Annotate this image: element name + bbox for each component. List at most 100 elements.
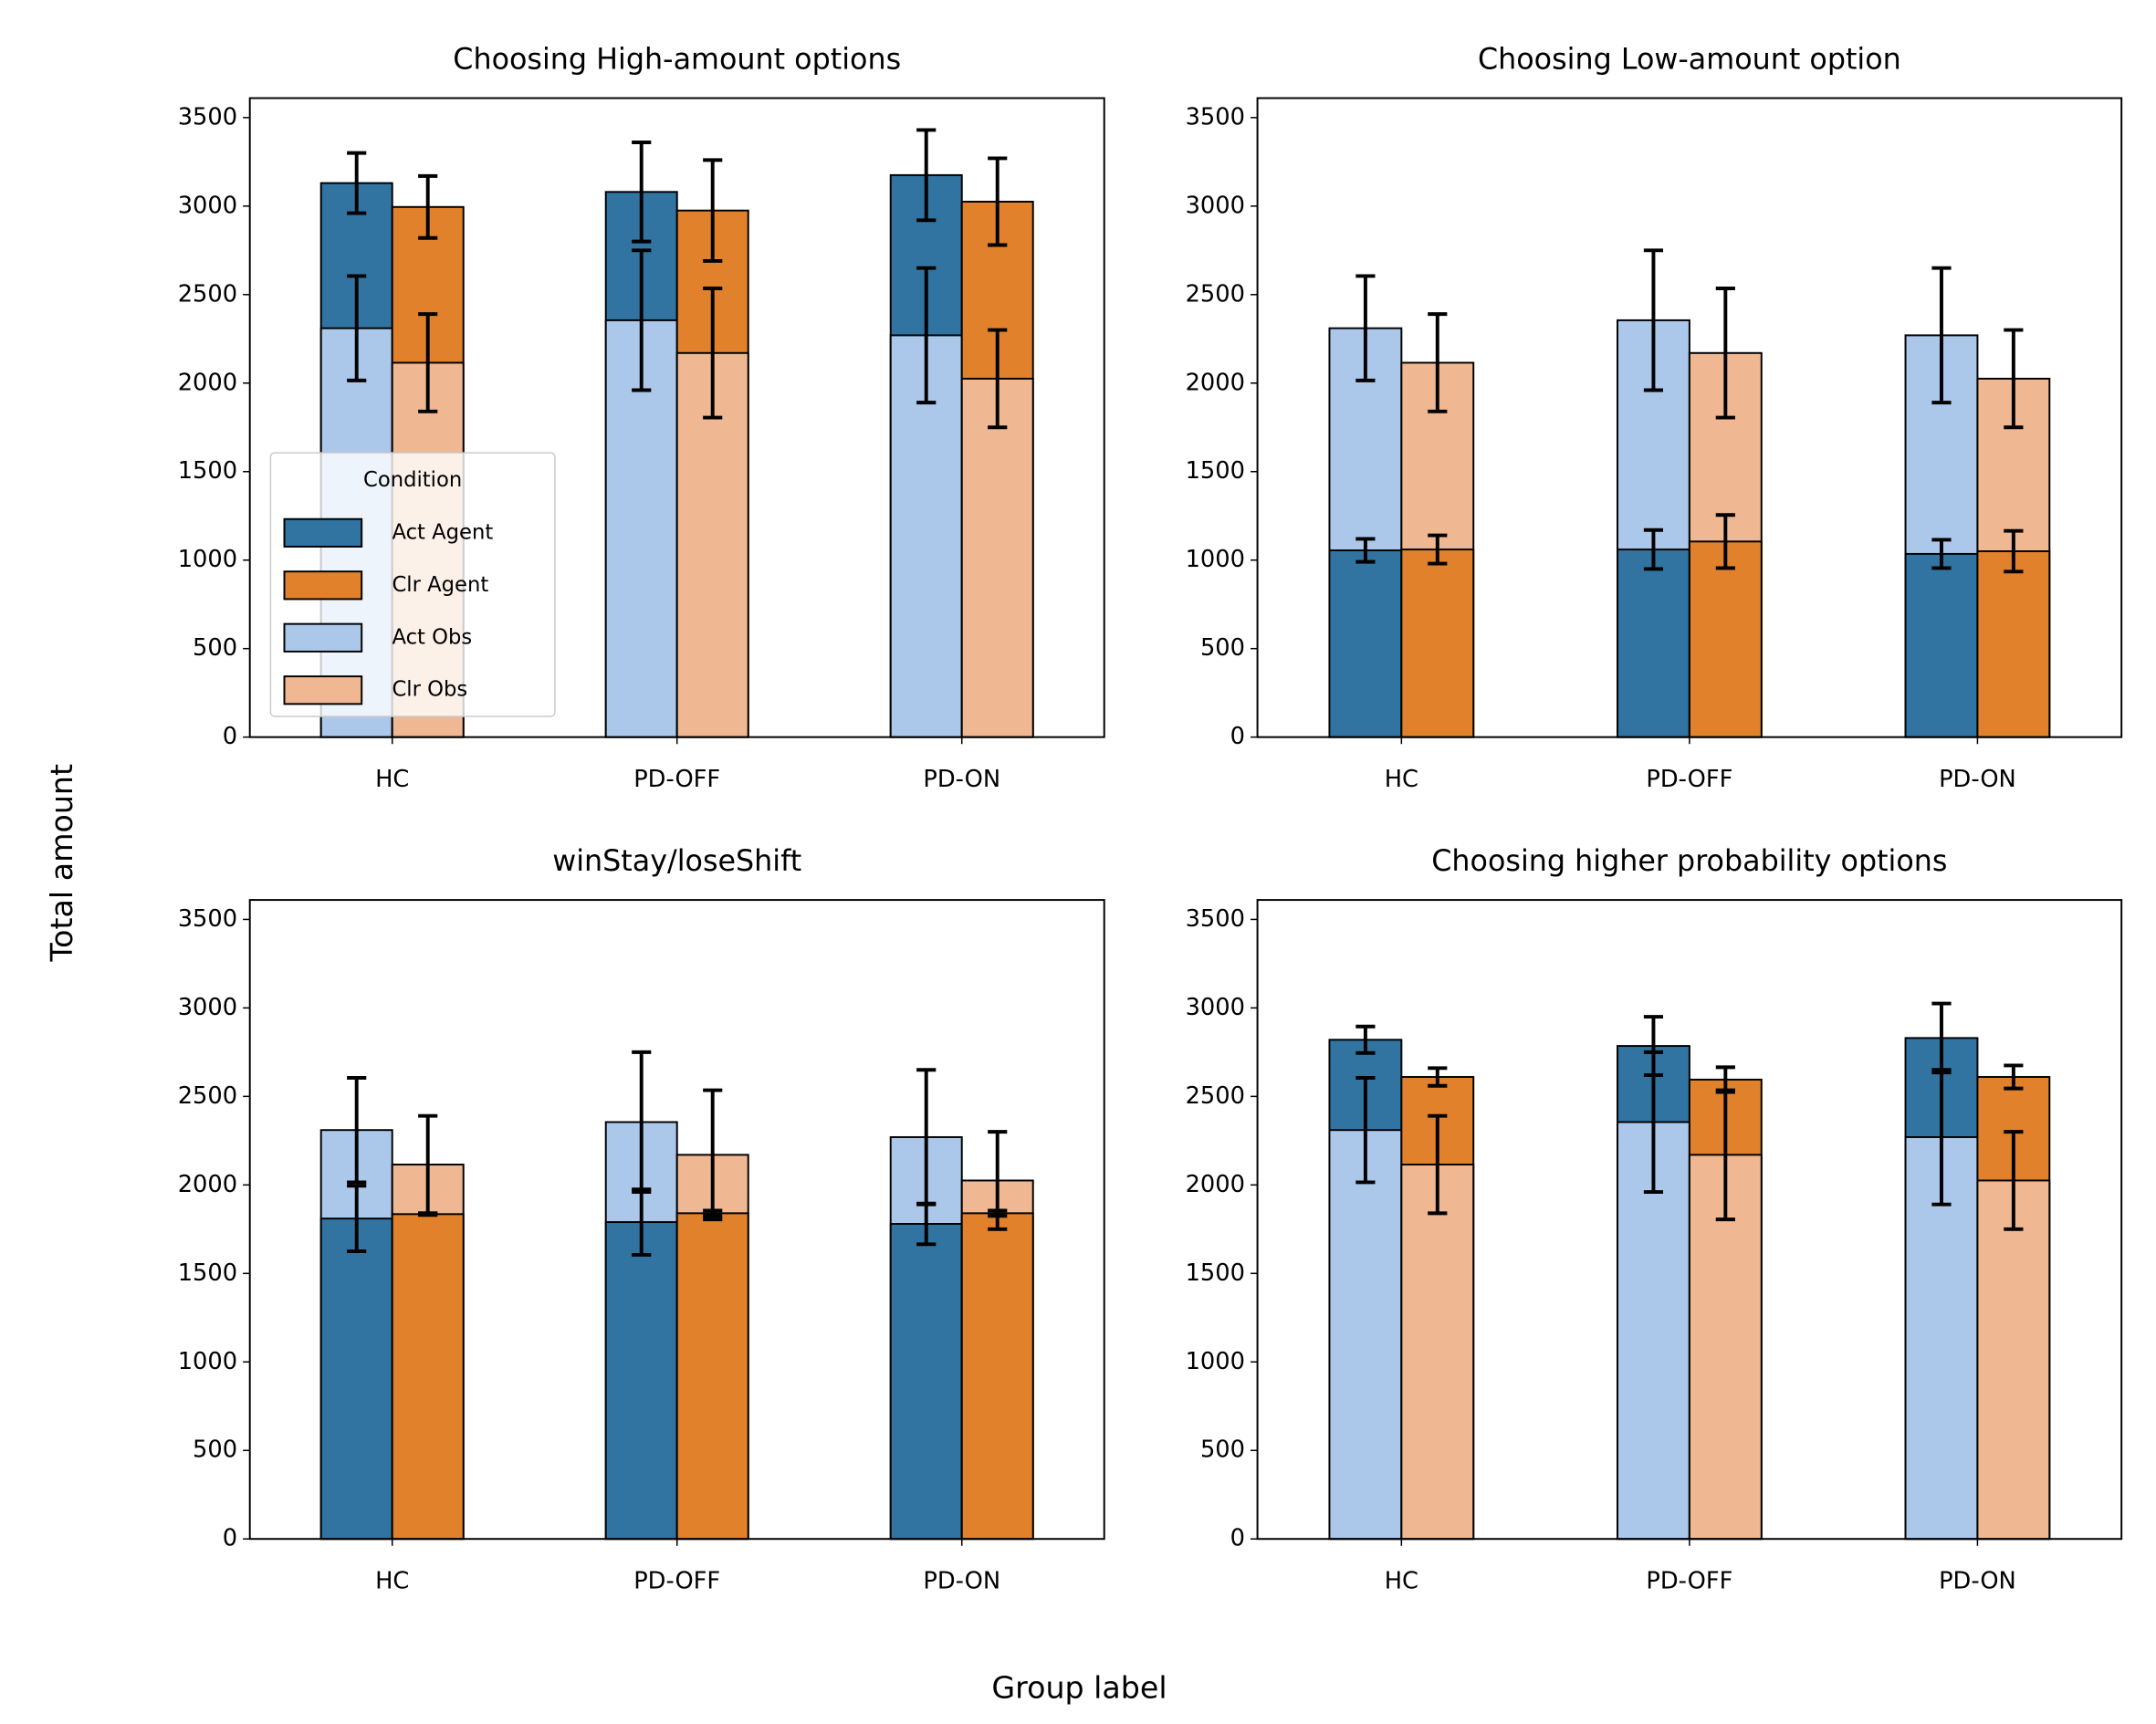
y-axis-label: Total amount — [44, 764, 79, 963]
error-bar — [1931, 1068, 1952, 1207]
y-tick-label: 1500 — [1186, 457, 1245, 485]
axes-frame — [248, 899, 1105, 1541]
y-tick-label: 3500 — [1186, 103, 1245, 131]
x-tick-label: PD-ON — [923, 766, 1000, 793]
error-bar — [916, 266, 937, 405]
y-tick-label: 500 — [193, 634, 237, 662]
bar — [889, 1223, 963, 1541]
error-bar — [2004, 328, 2024, 430]
error-bar — [1715, 513, 1735, 570]
axes-frame — [1256, 899, 2123, 1541]
bar — [1617, 549, 1690, 738]
legend-label: Act Agent — [392, 520, 493, 544]
bar — [1400, 549, 1475, 738]
y-tick-label: 500 — [1200, 1437, 1245, 1464]
y-tick-label: 2000 — [178, 369, 237, 396]
x-tick-label: HC — [1385, 1568, 1418, 1595]
error-bar — [2004, 528, 2024, 574]
legend-swatch — [283, 622, 363, 653]
error-bar — [1355, 537, 1376, 564]
y-tick-label: 1000 — [178, 1348, 237, 1375]
x-tick-label: PD-ON — [1939, 1568, 2016, 1595]
error-bar — [1715, 287, 1735, 420]
y-tick-label: 0 — [1230, 1525, 1245, 1552]
error-bar — [632, 141, 652, 244]
error-bar — [418, 312, 438, 413]
y-tick-label: 3000 — [178, 994, 237, 1021]
legend-swatch — [283, 517, 363, 548]
y-tick-label: 1000 — [1186, 546, 1245, 573]
y-tick-label: 3000 — [1186, 192, 1245, 219]
x-tick-label: PD-ON — [923, 1568, 1000, 1595]
error-bar — [2004, 1063, 2024, 1091]
error-bar — [916, 1068, 937, 1207]
bar — [391, 1213, 465, 1541]
error-bar — [418, 173, 438, 240]
error-bar — [1355, 274, 1376, 382]
legend-label: Clr Obs — [392, 678, 467, 702]
subplot: Choosing higher probability options 0 500 1… — [1186, 845, 2123, 1595]
legend-swatch — [283, 675, 363, 705]
x-tick-label: PD-OFF — [1646, 766, 1732, 793]
legend: Condition Act Agent Clr Agent Act Obs Clr Ob… — [269, 452, 556, 717]
error-bar — [1643, 528, 1664, 571]
bar — [1976, 550, 2051, 738]
y-tick-label: 2000 — [178, 1171, 237, 1198]
y-tick-label: 2500 — [1186, 280, 1245, 308]
error-bar — [632, 1050, 652, 1195]
y-tick-label: 3500 — [178, 103, 237, 131]
x-tick-label: PD-OFF — [1646, 1568, 1732, 1595]
y-tick-label: 0 — [1230, 723, 1245, 750]
x-tick-label: HC — [1385, 766, 1418, 793]
error-bar — [1428, 312, 1448, 413]
subplot: winStay/loseShift 0 500 1000 1500 2000 2500 300… — [178, 845, 1105, 1595]
error-bar — [988, 328, 1008, 430]
x-tick-label: HC — [375, 1568, 409, 1595]
error-bar — [1931, 538, 1952, 570]
legend-label: Clr Agent — [392, 573, 488, 597]
error-bar — [1428, 533, 1448, 566]
bar — [319, 1217, 393, 1541]
y-tick-label: 2500 — [178, 280, 237, 308]
y-tick-label: 1000 — [1186, 1348, 1245, 1375]
y-tick-label: 0 — [223, 1525, 237, 1552]
error-bar — [632, 248, 652, 392]
y-tick-label: 2000 — [1186, 1171, 1245, 1198]
bar — [1328, 549, 1403, 738]
error-bar — [1355, 1076, 1376, 1185]
y-tick-label: 3000 — [178, 192, 237, 219]
error-bar — [703, 1088, 723, 1222]
error-bar — [1715, 1088, 1735, 1222]
error-bar — [2004, 1130, 2024, 1231]
x-tick-label: PD-OFF — [633, 766, 720, 793]
y-tick-label: 1000 — [178, 546, 237, 573]
legend-label: Act Obs — [392, 625, 472, 649]
error-bar — [1643, 248, 1664, 392]
x-tick-label: PD-ON — [1939, 766, 2016, 793]
error-bar — [418, 1113, 438, 1216]
y-tick-label: 500 — [193, 1437, 237, 1464]
axes-frame — [1256, 97, 2123, 738]
bar — [1688, 540, 1763, 738]
bar — [1328, 1129, 1403, 1541]
bar — [1400, 1164, 1475, 1541]
y-tick-label: 1500 — [1186, 1259, 1245, 1287]
y-tick-label: 2500 — [1186, 1082, 1245, 1110]
error-bar — [1355, 1024, 1376, 1055]
error-bar — [347, 1184, 367, 1254]
bar — [960, 377, 1034, 738]
error-bar — [347, 274, 367, 382]
y-tick-label: 3500 — [178, 905, 237, 933]
error-bar — [703, 287, 723, 420]
error-bar — [347, 151, 367, 215]
bar — [1976, 1179, 2051, 1541]
error-bar — [703, 158, 723, 263]
subplot-title: winStay/loseShift — [552, 845, 801, 878]
bar — [604, 1221, 678, 1541]
subplot: Choosing Low-amount option 0 500 1000 1500 20… — [1186, 44, 2123, 793]
subplot-title: Choosing higher probability options — [1431, 845, 1947, 878]
y-tick-label: 1500 — [178, 1259, 237, 1287]
bar — [1904, 552, 1979, 738]
bar — [960, 1212, 1034, 1541]
subplot: Choosing High-amount options 0 500 1000 1500… — [178, 44, 1105, 793]
